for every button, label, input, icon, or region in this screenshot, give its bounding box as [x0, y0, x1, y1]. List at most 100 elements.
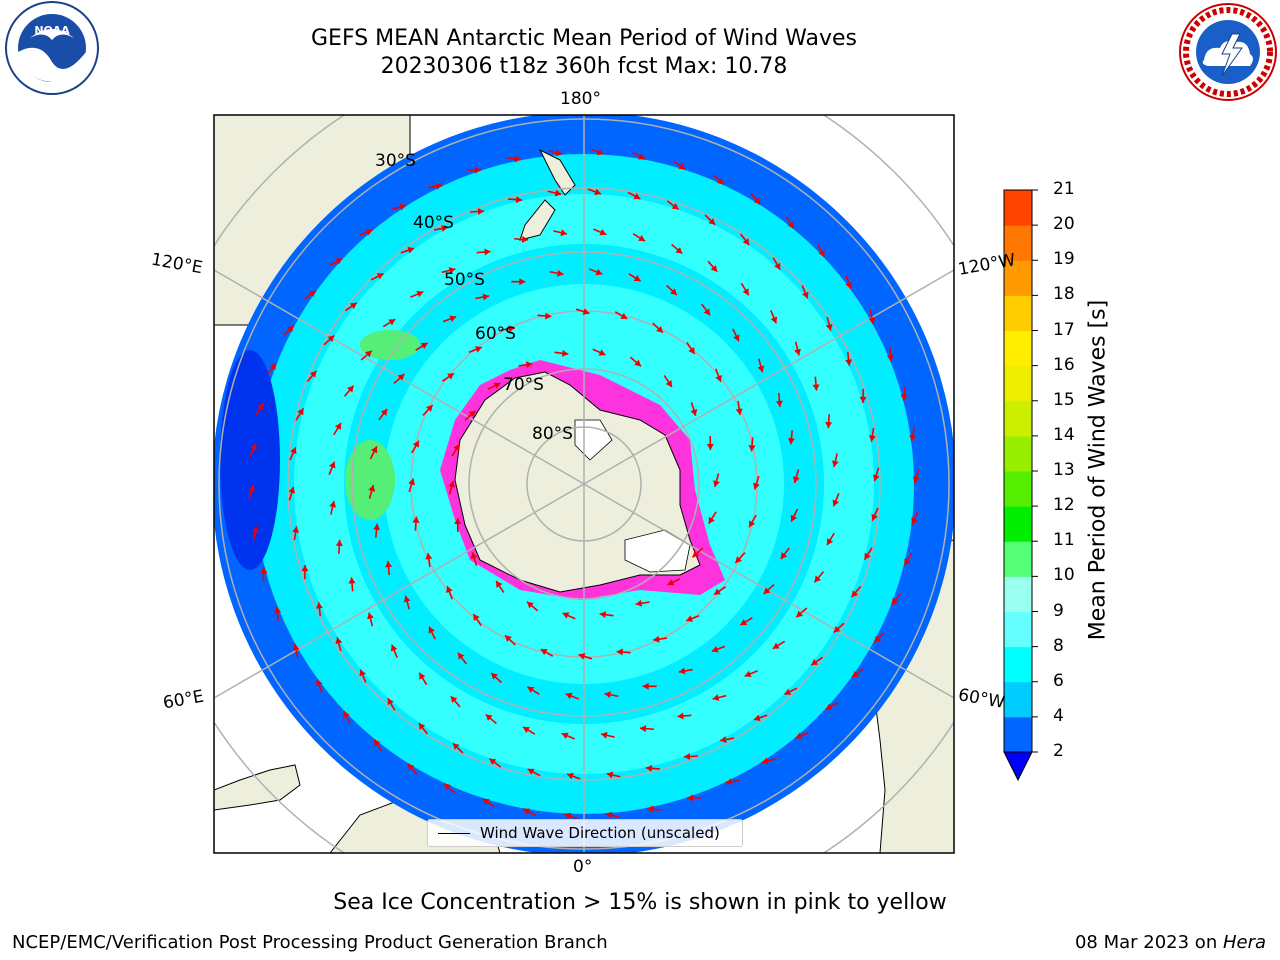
wind-wave-arrowhead: [407, 246, 415, 254]
wind-wave-arrowhead: [408, 478, 415, 486]
wind-wave-arrowhead: [475, 346, 482, 353]
map-title: GEFS MEAN Antarctic Mean Period of Wind …: [311, 26, 857, 51]
wind-wave-arrows: [248, 148, 920, 820]
colorbar-segment: [1004, 260, 1032, 296]
new-zealand-landmass: [519, 148, 576, 241]
colorbar-tick-label: 13: [1053, 460, 1075, 480]
wind-wave-arrowhead: [489, 758, 497, 766]
wind-wave-arrowhead: [554, 189, 562, 197]
colorbar-tick-label: 15: [1053, 389, 1075, 410]
wind-wave-arrowhead: [708, 218, 716, 225]
wind-wave-arrowhead: [670, 288, 677, 295]
wind-wave-arrowhead: [561, 732, 569, 740]
wind-wave-arrowhead: [825, 703, 833, 710]
wind-wave-arrowhead: [248, 485, 256, 492]
colorbar-tick-label: 17: [1053, 319, 1075, 340]
wind-wave-arrowhead: [753, 482, 760, 490]
green-patch: [345, 440, 395, 520]
wind-wave-arrowhead: [457, 652, 465, 660]
wind-wave-arrowhead: [708, 516, 715, 524]
wind-wave-arrowhead: [845, 359, 853, 366]
wind-wave-arrowhead: [420, 342, 428, 350]
wind-wave-arrowhead: [527, 686, 535, 694]
wind-wave-arrowhead: [309, 290, 317, 297]
wind-wave-arrowhead: [845, 282, 853, 289]
lon-label-180: 180°: [560, 89, 601, 109]
lat-label-50s: 50°S: [444, 270, 485, 290]
wind-wave-arrowhead: [343, 710, 350, 718]
wind-wave-arrowhead: [605, 811, 613, 819]
wind-wave-arrowhead: [315, 679, 323, 686]
wind-wave-arrowhead: [452, 743, 460, 750]
wind-wave-arrowhead: [564, 812, 572, 820]
wind-wave-arrowhead: [453, 444, 460, 452]
colorbar-tick-label: 21: [1053, 179, 1075, 199]
wind-wave-arrowhead: [335, 637, 343, 645]
wind-wave-arrowhead: [468, 410, 476, 418]
map-subtitle: 20230306 t18z 360h fcst Max: 10.78: [380, 54, 788, 79]
wind-wave-arrowhead: [635, 599, 643, 607]
wind-wave-arrowhead: [474, 166, 481, 174]
colorbar-tick-label: 8: [1053, 635, 1064, 656]
wind-wave-arrowhead: [449, 315, 457, 322]
colorbar-tick-label: 4: [1053, 705, 1064, 726]
wind-wave-arrowhead: [292, 644, 300, 651]
wind-wave-arrowhead: [496, 580, 503, 588]
wind-wave-arrowhead: [795, 732, 803, 739]
wind-wave-arrowhead: [763, 587, 771, 594]
wind-wave-arrowhead: [545, 312, 552, 320]
wind-wave-arrowhead: [419, 672, 426, 680]
wind-wave-arrowhead: [399, 203, 407, 211]
wind-wave-arrowhead: [454, 518, 462, 525]
wind-wave-arrowhead: [484, 248, 491, 256]
wind-wave-arrowhead: [616, 648, 623, 656]
colorbar-frame: [1003, 189, 1033, 753]
colorbar-segment: [1004, 400, 1032, 437]
colorbar-tick-label: 11: [1053, 530, 1075, 551]
wind-wave-arrowhead: [772, 642, 780, 649]
wind-wave-arrowhead: [566, 772, 574, 780]
wind-wave-arrowhead: [787, 221, 794, 229]
wind-wave-arrowhead: [364, 350, 372, 358]
colorbar-segment: [1004, 541, 1032, 577]
legend-line-sample: [438, 832, 470, 834]
wind-wave-arrowhead: [444, 783, 452, 791]
colorbar-segment: [1004, 576, 1032, 612]
wind-wave-arrowhead: [519, 278, 526, 286]
wind-wave-arrowhead: [297, 408, 304, 416]
wind-wave-arrowhead: [485, 714, 493, 721]
wind-wave-arrowhead: [818, 250, 825, 258]
wind-wave-arrowhead: [365, 229, 373, 236]
wind-wave-arrowhead: [802, 291, 809, 299]
wind-wave-arrowhead: [742, 238, 750, 246]
wind-wave-arrowhead: [868, 317, 876, 324]
wind-wave-arrowhead: [725, 778, 733, 786]
wind-wave-arrowhead: [470, 552, 478, 560]
colorbar-segment: [1004, 190, 1032, 226]
wind-wave-arrowhead: [774, 262, 781, 270]
wind-wave-arrowhead: [599, 228, 607, 236]
wind-wave-arrowhead: [665, 380, 672, 388]
wind-wave-arrowhead: [260, 567, 268, 574]
wind-wave-arrowhead: [508, 325, 515, 333]
wind-wave-arrowhead: [447, 373, 455, 380]
map-plot-area: [214, 115, 954, 853]
footer-credit: NCEP/EMC/Verification Post Processing Pr…: [12, 932, 608, 953]
wind-wave-arrowhead: [740, 618, 748, 626]
footer-date: 08 Mar 2023 on Hera: [1075, 932, 1266, 953]
wind-wave-arrowhead: [335, 258, 343, 265]
wind-wave-arrowhead: [491, 673, 498, 680]
wind-wave-arrowhead: [435, 182, 443, 190]
wind-wave-arrowhead: [832, 499, 840, 507]
wind-wave-arrowhead: [753, 714, 761, 722]
wind-wave-arrowhead: [418, 722, 426, 730]
deep-blue-patch: [220, 350, 280, 570]
wind-wave-arrowhead: [757, 365, 765, 373]
wind-wave-arrowhead: [526, 601, 534, 609]
wind-wave-arrowhead: [868, 435, 876, 442]
wind-wave-arrowhead: [780, 552, 788, 560]
wind-wave-arrowhead: [514, 155, 522, 163]
wind-wave-arrowhead: [388, 319, 396, 326]
wind-wave-arrowhead: [753, 197, 761, 205]
